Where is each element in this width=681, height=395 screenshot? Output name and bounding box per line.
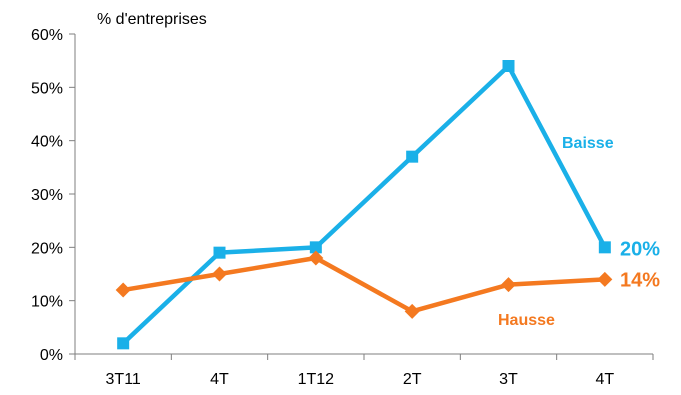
series-label-hausse: Hausse <box>498 312 555 329</box>
data-point-marker <box>213 246 226 259</box>
x-tick-label: 4T <box>595 371 614 388</box>
series-label-baisse: Baisse <box>562 135 614 152</box>
y-tick-label: 20% <box>31 240 63 257</box>
data-point-marker <box>115 282 131 298</box>
data-point-marker <box>598 241 611 254</box>
end-label-hausse: 14% <box>620 269 660 291</box>
y-axis-label: % d'entreprises <box>97 11 207 28</box>
series-line <box>121 63 607 345</box>
x-tick-label: 1T12 <box>298 371 335 388</box>
end-label-baisse: 20% <box>620 238 660 260</box>
series-baisse <box>117 60 611 350</box>
y-tick-label: 60% <box>31 27 63 44</box>
chart-axes: 0% 10% 20% 30% 40% 50% 60% 3T11 4T 1T12 2T 3T 4T <box>31 27 654 388</box>
series-hausse <box>115 250 613 319</box>
data-point-marker <box>501 277 516 293</box>
data-point-marker <box>404 303 420 319</box>
x-tick-label: 3T11 <box>106 371 141 388</box>
y-tick-label: 30% <box>31 187 63 204</box>
x-tick-label: 3T <box>499 371 518 388</box>
data-point-marker <box>597 271 613 287</box>
data-point-marker <box>309 241 322 254</box>
y-tick-label: 40% <box>31 134 63 151</box>
y-tick-label: 0% <box>40 347 63 364</box>
data-point-marker <box>117 337 130 350</box>
y-tick-label: 10% <box>31 294 63 311</box>
x-tick-label: 2T <box>403 371 422 388</box>
series-layer <box>115 60 613 350</box>
labels-layer: % d'entreprises Baisse Hausse 20% 14% <box>97 11 660 329</box>
series-line <box>122 255 605 314</box>
y-tick-label: 50% <box>31 80 63 97</box>
x-tick-label: 4T <box>210 371 229 388</box>
data-point-marker <box>406 150 419 163</box>
data-point-marker <box>502 60 515 72</box>
data-point-marker <box>212 266 227 282</box>
data-point-marker <box>308 250 324 266</box>
